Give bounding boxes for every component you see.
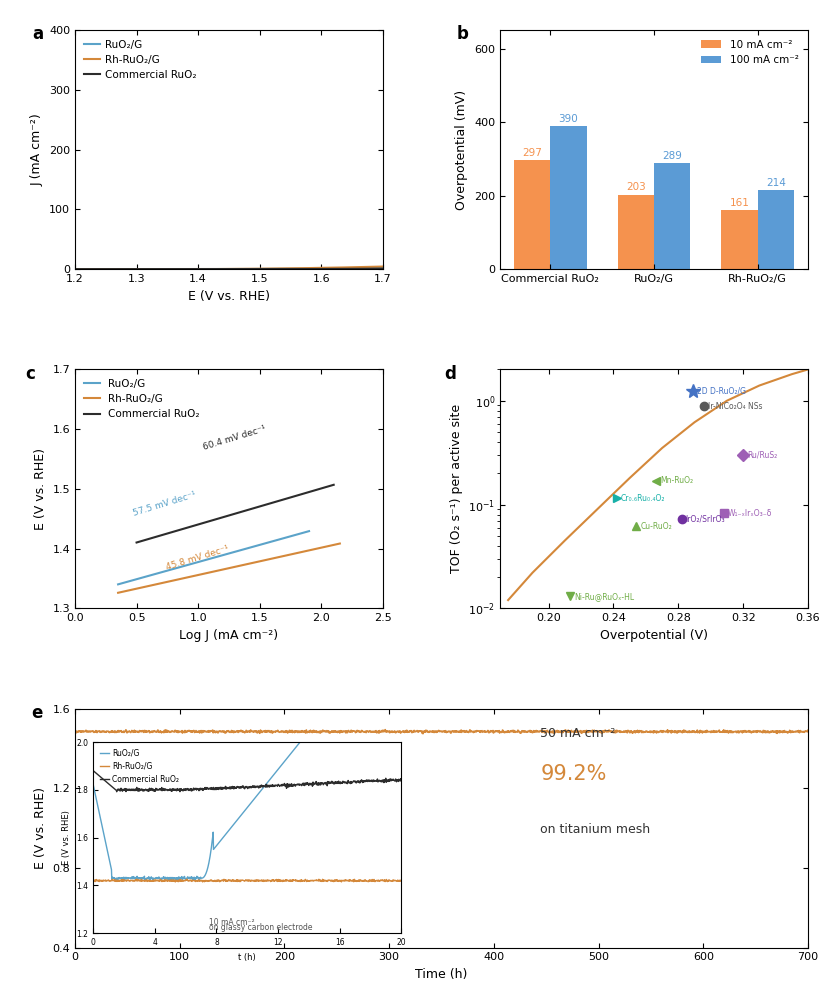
Commercial RuO₂ — [237, 263, 247, 275]
Text: Cr₀.₆Ru₀.₄O₂: Cr₀.₆Ru₀.₄O₂ — [621, 494, 666, 503]
RuO₂/G — [322, 262, 332, 274]
Text: on titanium mesh: on titanium mesh — [541, 823, 651, 836]
Rh-RuO₂/G — [378, 260, 388, 272]
Text: Mn-RuO₂: Mn-RuO₂ — [660, 476, 693, 485]
Y-axis label: J (mA cm⁻²): J (mA cm⁻²) — [31, 113, 43, 186]
Text: 99.2%: 99.2% — [541, 764, 606, 784]
RuO₂/G — [218, 263, 228, 275]
Rh-RuO₂/G — [70, 263, 80, 275]
Commercial RuO₂ — [378, 263, 388, 275]
Bar — [758, 191, 794, 269]
Text: 297: 297 — [522, 148, 542, 158]
Y-axis label: E (V vs. RHE): E (V vs. RHE) — [34, 448, 47, 530]
Bar — [514, 160, 551, 269]
X-axis label: Time (h): Time (h) — [416, 968, 467, 981]
X-axis label: Log J (mA cm⁻²): Log J (mA cm⁻²) — [179, 629, 278, 642]
Bar — [551, 126, 586, 269]
Text: 203: 203 — [626, 182, 646, 193]
Commercial RuO₂ — [253, 263, 263, 275]
Y-axis label: E (V vs. RHE): E (V vs. RHE) — [34, 787, 47, 869]
Legend: RuO₂/G, Rh-RuO₂/G, Commercial RuO₂: RuO₂/G, Rh-RuO₂/G, Commercial RuO₂ — [80, 375, 204, 423]
RuO₂/G — [217, 263, 227, 275]
Text: 2D D-RuO₂/G: 2D D-RuO₂/G — [697, 386, 746, 395]
Text: 45.8 mV dec⁻¹: 45.8 mV dec⁻¹ — [165, 543, 231, 572]
Text: Ir-NiCo₂O₄ NSs: Ir-NiCo₂O₄ NSs — [708, 402, 763, 411]
Text: 60.4 mV dec⁻¹: 60.4 mV dec⁻¹ — [202, 424, 267, 452]
Bar — [654, 163, 691, 269]
X-axis label: E (V vs. RHE): E (V vs. RHE) — [188, 289, 270, 302]
Text: 161: 161 — [730, 198, 750, 208]
Legend: RuO₂/G, Rh-RuO₂/G, Commercial RuO₂: RuO₂/G, Rh-RuO₂/G, Commercial RuO₂ — [80, 35, 201, 85]
Rh-RuO₂/G — [371, 261, 381, 273]
Y-axis label: TOF (O₂ s⁻¹) per active site: TOF (O₂ s⁻¹) per active site — [450, 404, 462, 574]
RuO₂/G — [371, 262, 381, 274]
Commercial RuO₂ — [217, 263, 227, 275]
Rh-RuO₂/G — [253, 263, 263, 275]
Text: W₁₋ₓIrₓO₃₋δ: W₁₋ₓIrₓO₃₋δ — [728, 509, 772, 518]
Bar — [721, 210, 758, 269]
RuO₂/G — [70, 263, 80, 275]
Rh-RuO₂/G — [217, 263, 227, 275]
Text: 57.5 mV dec⁻¹: 57.5 mV dec⁻¹ — [132, 490, 197, 518]
Rh-RuO₂/G — [237, 263, 247, 275]
Text: Ni-Ru@RuOₓ-HL: Ni-Ru@RuOₓ-HL — [574, 592, 634, 601]
Text: Cu-RuO₂: Cu-RuO₂ — [641, 521, 672, 530]
Text: IrO₂/SrIrO₃: IrO₂/SrIrO₃ — [686, 515, 726, 524]
Line: RuO₂/G: RuO₂/G — [75, 268, 383, 269]
Text: c: c — [26, 365, 36, 383]
X-axis label: Overpotential (V): Overpotential (V) — [600, 629, 708, 642]
Rh-RuO₂/G — [218, 263, 228, 275]
Text: Ru/RuS₂: Ru/RuS₂ — [747, 451, 777, 460]
RuO₂/G — [237, 263, 247, 275]
Bar — [618, 195, 654, 269]
Legend: 10 mA cm⁻², 100 mA cm⁻²: 10 mA cm⁻², 100 mA cm⁻² — [696, 35, 803, 69]
Commercial RuO₂ — [322, 263, 332, 275]
Text: d: d — [445, 365, 456, 383]
Commercial RuO₂ — [218, 263, 228, 275]
Text: 50 mA cm⁻²: 50 mA cm⁻² — [541, 728, 616, 740]
Commercial RuO₂ — [371, 263, 381, 275]
Text: 289: 289 — [662, 151, 682, 160]
RuO₂/G — [253, 263, 263, 275]
Text: b: b — [456, 25, 469, 43]
Commercial RuO₂ — [70, 263, 80, 275]
Line: Rh-RuO₂/G: Rh-RuO₂/G — [75, 266, 383, 269]
Text: e: e — [31, 704, 42, 722]
Text: a: a — [32, 25, 43, 43]
Text: 214: 214 — [766, 178, 786, 188]
RuO₂/G — [378, 262, 388, 274]
Rh-RuO₂/G — [322, 262, 332, 274]
Y-axis label: Overpotential (mV): Overpotential (mV) — [456, 90, 468, 210]
Text: 390: 390 — [559, 114, 578, 124]
